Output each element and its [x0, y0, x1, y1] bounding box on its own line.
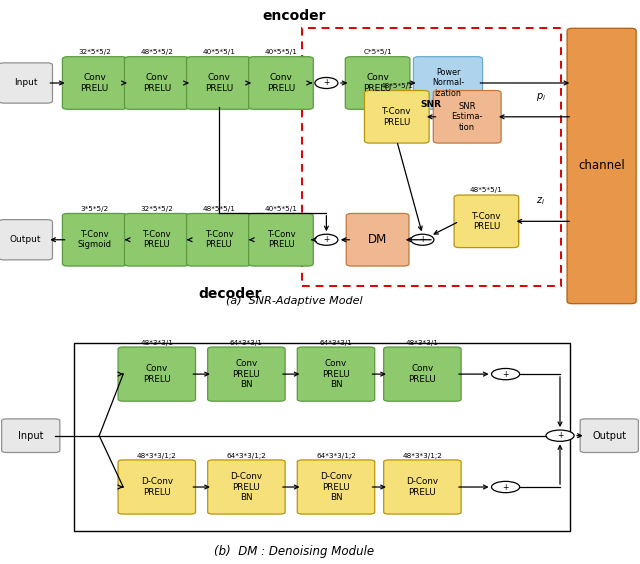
Text: 48*3*3/1;2: 48*3*3/1;2: [403, 453, 442, 459]
FancyBboxPatch shape: [413, 57, 483, 109]
FancyBboxPatch shape: [62, 214, 127, 266]
Text: T-Conv
PRELU: T-Conv PRELU: [382, 107, 412, 126]
FancyBboxPatch shape: [187, 57, 252, 109]
Text: 48*3*3/1;2: 48*3*3/1;2: [137, 453, 177, 459]
Text: +: +: [502, 483, 509, 491]
Circle shape: [315, 234, 338, 245]
FancyBboxPatch shape: [118, 347, 196, 401]
Circle shape: [315, 77, 338, 89]
FancyBboxPatch shape: [249, 57, 314, 109]
Text: Conv
PRELU: Conv PRELU: [205, 73, 233, 92]
FancyBboxPatch shape: [384, 460, 461, 514]
Text: Conv
PRELU: Conv PRELU: [364, 73, 392, 92]
Text: Conv
PRELU: Conv PRELU: [81, 73, 109, 92]
Text: SNR
Estima-
tion: SNR Estima- tion: [451, 102, 483, 132]
Text: 48*5*5/1: 48*5*5/1: [380, 83, 413, 89]
Text: +: +: [557, 431, 563, 440]
FancyBboxPatch shape: [433, 91, 501, 143]
Text: encoder: encoder: [262, 9, 326, 23]
Text: Power
Normal-
ization: Power Normal- ization: [432, 68, 464, 98]
Text: 64*3*3/1;2: 64*3*3/1;2: [227, 453, 266, 459]
Text: 40*5*5/1: 40*5*5/1: [264, 49, 298, 55]
Text: $p_i$: $p_i$: [536, 91, 546, 103]
Text: T-Conv
Sigmoid: T-Conv Sigmoid: [77, 230, 112, 249]
Circle shape: [492, 481, 520, 493]
Text: Conv
PRELU: Conv PRELU: [143, 73, 171, 92]
FancyBboxPatch shape: [187, 214, 252, 266]
Text: T-Conv
PRELU: T-Conv PRELU: [472, 212, 501, 231]
Text: Conv
PRELU: Conv PRELU: [408, 364, 436, 384]
Text: Output: Output: [10, 235, 42, 244]
Text: 3*5*5/2: 3*5*5/2: [81, 206, 109, 212]
FancyBboxPatch shape: [124, 214, 189, 266]
Text: T-Conv
PRELU: T-Conv PRELU: [205, 230, 233, 249]
FancyBboxPatch shape: [2, 419, 60, 452]
Text: D-Conv
PRELU: D-Conv PRELU: [141, 477, 173, 497]
Text: 40*5*5/1: 40*5*5/1: [202, 49, 236, 55]
Text: Conv
PRELU: Conv PRELU: [143, 364, 171, 384]
Text: D-Conv
PRELU
BN: D-Conv PRELU BN: [320, 472, 352, 502]
Text: Conv
PRELU: Conv PRELU: [267, 73, 295, 92]
Text: 64*3*3/1: 64*3*3/1: [319, 340, 353, 346]
FancyBboxPatch shape: [346, 214, 409, 266]
Text: SNR: SNR: [420, 100, 441, 109]
FancyBboxPatch shape: [0, 63, 52, 103]
Text: C*5*5/1: C*5*5/1: [364, 49, 392, 55]
Text: Output: Output: [592, 431, 627, 440]
Text: +: +: [323, 78, 330, 87]
FancyBboxPatch shape: [580, 419, 639, 452]
Circle shape: [546, 430, 574, 442]
FancyBboxPatch shape: [0, 219, 52, 260]
Text: (a)  SNR-Adaptive Model: (a) SNR-Adaptive Model: [226, 296, 363, 306]
Circle shape: [411, 234, 434, 245]
Text: Conv
PRELU
BN: Conv PRELU BN: [322, 359, 350, 389]
FancyBboxPatch shape: [567, 28, 636, 303]
Text: 48*5*5/1: 48*5*5/1: [202, 206, 236, 212]
FancyBboxPatch shape: [62, 57, 127, 109]
Text: 32*5*5/2: 32*5*5/2: [78, 49, 111, 55]
FancyBboxPatch shape: [207, 347, 285, 401]
Text: Conv
PRELU
BN: Conv PRELU BN: [232, 359, 260, 389]
Text: T-Conv
PRELU: T-Conv PRELU: [267, 230, 295, 249]
Text: +: +: [419, 235, 426, 244]
Circle shape: [492, 368, 520, 380]
Text: decoder: decoder: [198, 287, 262, 301]
Text: D-Conv
PRELU
BN: D-Conv PRELU BN: [230, 472, 262, 502]
FancyBboxPatch shape: [118, 460, 196, 514]
FancyBboxPatch shape: [384, 347, 461, 401]
FancyBboxPatch shape: [207, 460, 285, 514]
Text: 48*3*3/1: 48*3*3/1: [140, 340, 173, 346]
Text: 48*3*3/1: 48*3*3/1: [406, 340, 439, 346]
Text: 64*3*3/1: 64*3*3/1: [230, 340, 263, 346]
Text: $z_i$: $z_i$: [536, 196, 545, 208]
FancyBboxPatch shape: [298, 460, 375, 514]
Text: Input: Input: [14, 78, 37, 87]
Text: 64*3*3/1;2: 64*3*3/1;2: [316, 453, 356, 459]
Text: 48*5*5/2: 48*5*5/2: [140, 49, 173, 55]
FancyBboxPatch shape: [298, 347, 375, 401]
Text: +: +: [323, 235, 330, 244]
Text: T-Conv
PRELU: T-Conv PRELU: [143, 230, 171, 249]
FancyBboxPatch shape: [454, 195, 519, 248]
Text: +: +: [502, 369, 509, 378]
Text: DM: DM: [368, 233, 387, 246]
Text: channel: channel: [578, 160, 625, 173]
Text: 40*5*5/1: 40*5*5/1: [264, 206, 298, 212]
Text: 48*5*5/1: 48*5*5/1: [470, 187, 503, 193]
Text: Input: Input: [18, 431, 44, 440]
FancyBboxPatch shape: [124, 57, 189, 109]
FancyBboxPatch shape: [365, 91, 429, 143]
Text: 32*5*5/2: 32*5*5/2: [140, 206, 173, 212]
Text: D-Conv
PRELU: D-Conv PRELU: [406, 477, 438, 497]
Text: (b)  DM : Denoising Module: (b) DM : Denoising Module: [214, 545, 374, 558]
FancyBboxPatch shape: [346, 57, 410, 109]
FancyBboxPatch shape: [249, 214, 314, 266]
